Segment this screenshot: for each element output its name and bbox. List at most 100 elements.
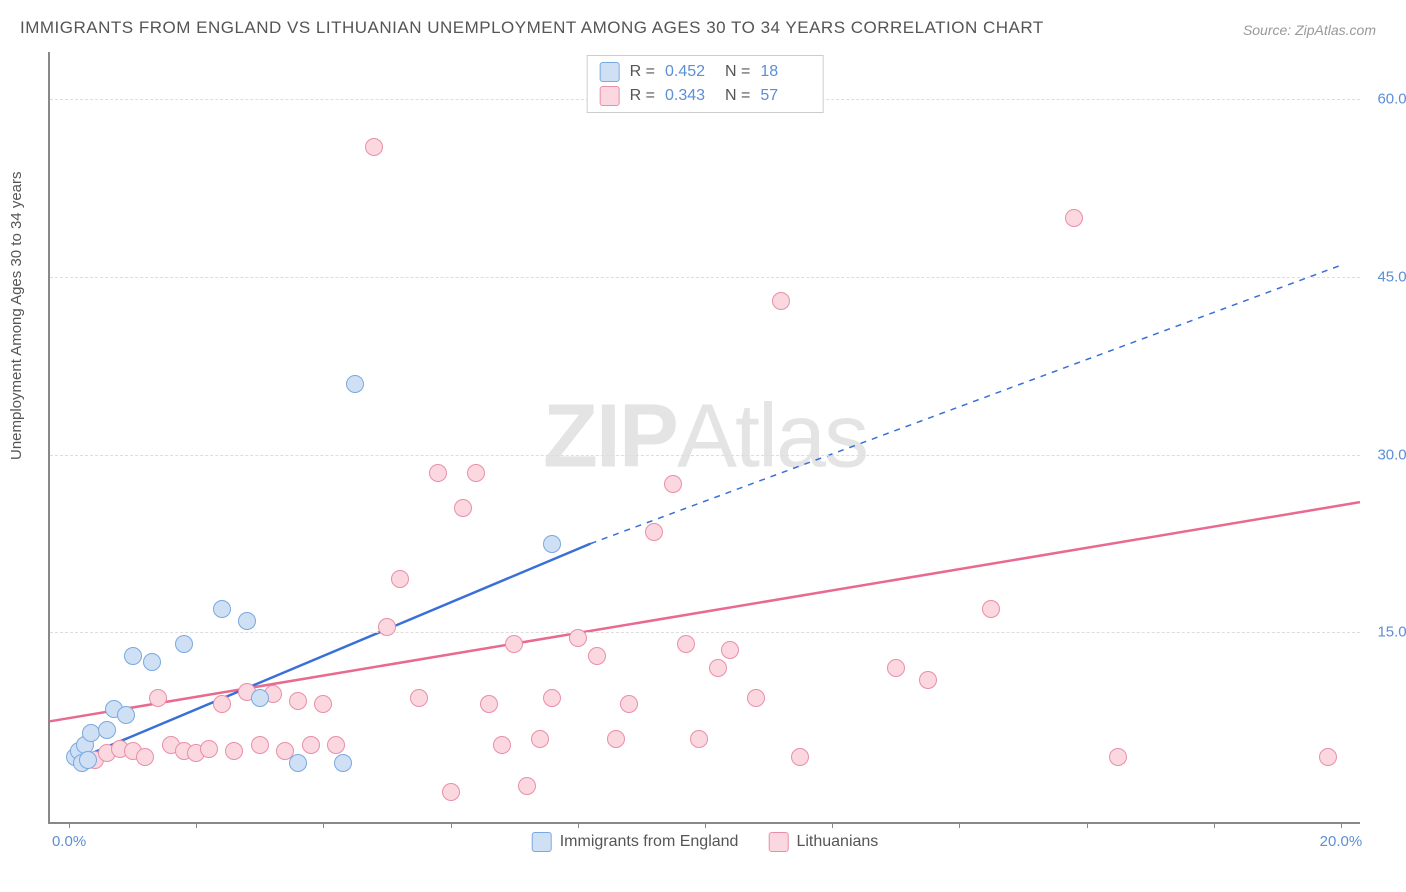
- data-point-lithuanians: [493, 736, 511, 754]
- n-label: N =: [725, 87, 750, 105]
- data-point-england: [117, 706, 135, 724]
- data-point-lithuanians: [772, 292, 790, 310]
- y-axis-label: Unemployment Among Ages 30 to 34 years: [8, 171, 25, 460]
- watermark: ZIPAtlas: [543, 386, 867, 489]
- data-point-lithuanians: [327, 736, 345, 754]
- swatch-england: [532, 832, 552, 852]
- data-point-lithuanians: [1109, 748, 1127, 766]
- source-attribution: Source: ZipAtlas.com: [1243, 22, 1376, 38]
- n-label: N =: [725, 63, 750, 81]
- data-point-lithuanians: [200, 740, 218, 758]
- data-point-lithuanians: [442, 783, 460, 801]
- x-tick-label: 20.0%: [1320, 833, 1363, 850]
- x-tick: [196, 822, 197, 828]
- x-tick: [451, 822, 452, 828]
- legend-item-lithuanians: Lithuanians: [768, 832, 878, 852]
- data-point-england: [124, 647, 142, 665]
- data-point-england: [238, 612, 256, 630]
- r-label: R =: [630, 87, 655, 105]
- n-value-lithuanians: 57: [760, 87, 810, 105]
- data-point-lithuanians: [588, 647, 606, 665]
- gridline: [50, 632, 1360, 633]
- chart-title: IMMIGRANTS FROM ENGLAND VS LITHUANIAN UN…: [20, 18, 1044, 38]
- legend-item-england: Immigrants from England: [532, 832, 739, 852]
- data-point-lithuanians: [677, 635, 695, 653]
- data-point-lithuanians: [314, 695, 332, 713]
- swatch-lithuanians: [768, 832, 788, 852]
- data-point-lithuanians: [721, 641, 739, 659]
- y-tick-label: 45.0%: [1365, 269, 1406, 286]
- data-point-lithuanians: [378, 618, 396, 636]
- data-point-lithuanians: [505, 635, 523, 653]
- data-point-lithuanians: [982, 600, 1000, 618]
- r-label: R =: [630, 63, 655, 81]
- data-point-lithuanians: [919, 671, 937, 689]
- data-point-lithuanians: [302, 736, 320, 754]
- swatch-england: [600, 62, 620, 82]
- x-tick: [1214, 822, 1215, 828]
- data-point-lithuanians: [410, 689, 428, 707]
- data-point-lithuanians: [251, 736, 269, 754]
- y-tick-label: 30.0%: [1365, 446, 1406, 463]
- data-point-lithuanians: [791, 748, 809, 766]
- data-point-england: [175, 635, 193, 653]
- x-tick: [832, 822, 833, 828]
- data-point-lithuanians: [365, 138, 383, 156]
- data-point-lithuanians: [645, 523, 663, 541]
- data-point-lithuanians: [429, 464, 447, 482]
- x-tick: [1087, 822, 1088, 828]
- legend-row-england: R = 0.452 N = 18: [600, 60, 811, 84]
- data-point-lithuanians: [690, 730, 708, 748]
- data-point-england: [213, 600, 231, 618]
- x-tick-label: 0.0%: [52, 833, 86, 850]
- legend-label: Lithuanians: [796, 833, 878, 851]
- gridline: [50, 277, 1360, 278]
- data-point-lithuanians: [543, 689, 561, 707]
- series-legend: Immigrants from England Lithuanians: [532, 832, 879, 852]
- x-tick: [69, 822, 70, 828]
- data-point-england: [143, 653, 161, 671]
- data-point-england: [251, 689, 269, 707]
- y-tick-label: 60.0%: [1365, 91, 1406, 108]
- r-value-lithuanians: 0.343: [665, 87, 715, 105]
- data-point-lithuanians: [887, 659, 905, 677]
- data-point-lithuanians: [664, 475, 682, 493]
- data-point-lithuanians: [213, 695, 231, 713]
- legend-row-lithuanians: R = 0.343 N = 57: [600, 84, 811, 108]
- data-point-lithuanians: [391, 570, 409, 588]
- y-tick-label: 15.0%: [1365, 624, 1406, 641]
- data-point-england: [98, 721, 116, 739]
- n-value-england: 18: [760, 63, 810, 81]
- data-point-lithuanians: [136, 748, 154, 766]
- x-tick: [705, 822, 706, 828]
- legend-label: Immigrants from England: [560, 833, 739, 851]
- data-point-lithuanians: [289, 692, 307, 710]
- data-point-lithuanians: [149, 689, 167, 707]
- data-point-lithuanians: [747, 689, 765, 707]
- data-point-england: [289, 754, 307, 772]
- data-point-lithuanians: [467, 464, 485, 482]
- correlation-legend: R = 0.452 N = 18 R = 0.343 N = 57: [587, 55, 824, 113]
- data-point-lithuanians: [518, 777, 536, 795]
- data-point-lithuanians: [1065, 209, 1083, 227]
- data-point-lithuanians: [1319, 748, 1337, 766]
- data-point-england: [346, 375, 364, 393]
- data-point-lithuanians: [480, 695, 498, 713]
- data-point-lithuanians: [709, 659, 727, 677]
- scatter-plot-area: ZIPAtlas R = 0.452 N = 18 R = 0.343 N = …: [48, 52, 1360, 824]
- trend-lines: [50, 52, 1360, 822]
- gridline: [50, 455, 1360, 456]
- x-tick: [578, 822, 579, 828]
- data-point-lithuanians: [620, 695, 638, 713]
- x-tick: [1341, 822, 1342, 828]
- data-point-lithuanians: [454, 499, 472, 517]
- data-point-england: [334, 754, 352, 772]
- data-point-lithuanians: [607, 730, 625, 748]
- data-point-england: [543, 535, 561, 553]
- swatch-lithuanians: [600, 86, 620, 106]
- data-point-lithuanians: [531, 730, 549, 748]
- x-tick: [323, 822, 324, 828]
- data-point-england: [79, 751, 97, 769]
- data-point-lithuanians: [569, 629, 587, 647]
- x-tick: [959, 822, 960, 828]
